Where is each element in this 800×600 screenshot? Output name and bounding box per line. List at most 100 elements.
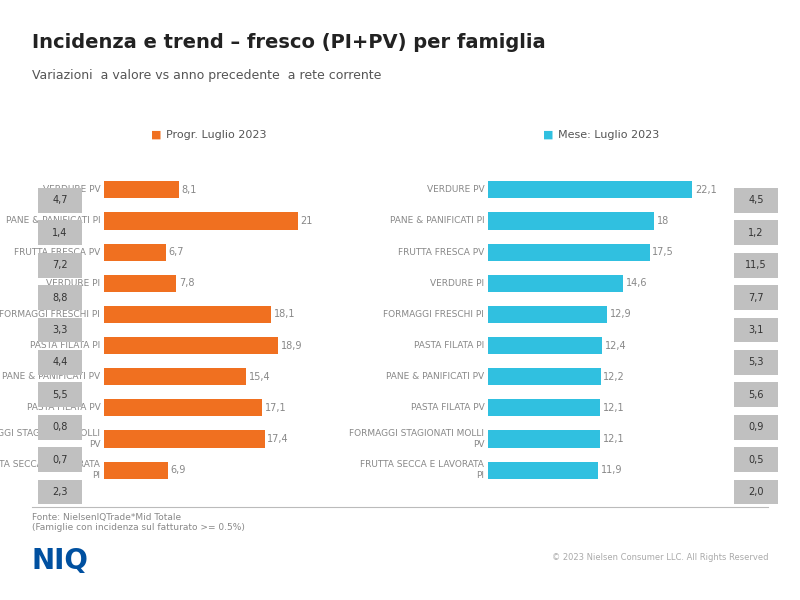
Text: 0,7: 0,7: [52, 455, 68, 464]
Text: © 2023 Nielsen Consumer LLC. All Rights Reserved: © 2023 Nielsen Consumer LLC. All Rights …: [551, 553, 768, 563]
Text: 17,1: 17,1: [265, 403, 286, 413]
Text: 14,6: 14,6: [626, 278, 647, 288]
Text: FRUTTA FRESCA PV: FRUTTA FRESCA PV: [398, 248, 484, 257]
Text: Variazioni  a valore vs anno precedente  a rete corrente: Variazioni a valore vs anno precedente a…: [32, 69, 382, 82]
Text: 4,4: 4,4: [52, 358, 68, 367]
FancyBboxPatch shape: [734, 285, 778, 310]
Text: 7,8: 7,8: [178, 278, 194, 288]
Bar: [104, 181, 178, 199]
Text: PANE & PANIFICATI PI: PANE & PANIFICATI PI: [6, 217, 100, 226]
Text: VERDURE PV: VERDURE PV: [426, 185, 484, 194]
Bar: [104, 337, 278, 354]
Text: 12,2: 12,2: [603, 372, 625, 382]
Text: NIQ: NIQ: [32, 547, 89, 575]
Text: 1,2: 1,2: [748, 228, 764, 238]
Text: Fonte: NielsenIQTrade*Mid Totale
(Famiglie con incidenza sul fatturato >= 0.5%): Fonte: NielsenIQTrade*Mid Totale (Famigl…: [32, 513, 245, 532]
Text: 7,7: 7,7: [748, 293, 764, 302]
Text: VERDURE PV: VERDURE PV: [42, 185, 100, 194]
FancyBboxPatch shape: [38, 285, 82, 310]
Text: 17,4: 17,4: [267, 434, 289, 444]
Bar: [488, 244, 650, 260]
FancyBboxPatch shape: [734, 479, 778, 505]
Text: 18: 18: [657, 216, 669, 226]
Text: 4,5: 4,5: [748, 196, 764, 205]
Bar: [488, 337, 602, 354]
Text: PANE & PANIFICATI PV: PANE & PANIFICATI PV: [2, 372, 100, 381]
FancyBboxPatch shape: [38, 479, 82, 505]
Bar: [104, 368, 246, 385]
Text: PANE & PANIFICATI PI: PANE & PANIFICATI PI: [390, 217, 484, 226]
Text: 3,3: 3,3: [52, 325, 68, 335]
Text: 17,5: 17,5: [652, 247, 674, 257]
Text: VERDURE PI: VERDURE PI: [430, 279, 484, 288]
Text: 2,3: 2,3: [52, 487, 68, 497]
Text: 21: 21: [301, 216, 313, 226]
Text: 8,1: 8,1: [182, 185, 197, 195]
Text: FORMAGGI FRESCHI PI: FORMAGGI FRESCHI PI: [383, 310, 484, 319]
Bar: [488, 461, 598, 479]
Text: FORMAGGI STAGIONATI MOLLI
PV: FORMAGGI STAGIONATI MOLLI PV: [350, 430, 484, 449]
FancyBboxPatch shape: [38, 415, 82, 440]
Text: ■: ■: [542, 130, 554, 140]
Text: 1,4: 1,4: [52, 228, 68, 238]
Text: 22,1: 22,1: [694, 185, 717, 195]
FancyBboxPatch shape: [38, 188, 82, 213]
Text: FRUTTA SECCA E LAVORATA
PI: FRUTTA SECCA E LAVORATA PI: [0, 460, 100, 480]
Text: 8,8: 8,8: [52, 293, 68, 302]
Bar: [104, 306, 271, 323]
Text: PASTA FILATA PV: PASTA FILATA PV: [410, 403, 484, 412]
Text: ■: ■: [150, 130, 162, 140]
Text: 12,9: 12,9: [610, 310, 631, 319]
Text: 3,1: 3,1: [748, 325, 764, 335]
Text: 0,5: 0,5: [748, 455, 764, 464]
Text: 5,6: 5,6: [748, 390, 764, 400]
FancyBboxPatch shape: [734, 447, 778, 472]
FancyBboxPatch shape: [734, 188, 778, 213]
Bar: [488, 275, 622, 292]
FancyBboxPatch shape: [734, 317, 778, 343]
Text: FORMAGGI STAGIONATI MOLLI
PV: FORMAGGI STAGIONATI MOLLI PV: [0, 430, 100, 449]
Bar: [488, 181, 692, 199]
Text: 18,9: 18,9: [282, 341, 302, 350]
Bar: [104, 430, 265, 448]
Text: 6,7: 6,7: [169, 247, 184, 257]
Text: Progr. Luglio 2023: Progr. Luglio 2023: [166, 130, 267, 140]
Text: 0,9: 0,9: [748, 422, 764, 432]
FancyBboxPatch shape: [734, 350, 778, 375]
Text: Mese: Luglio 2023: Mese: Luglio 2023: [558, 130, 660, 140]
Text: 12,4: 12,4: [606, 341, 627, 350]
FancyBboxPatch shape: [38, 253, 82, 278]
Bar: [104, 275, 176, 292]
Bar: [488, 400, 600, 416]
Text: 2,0: 2,0: [748, 487, 764, 497]
Text: 18,1: 18,1: [274, 310, 295, 319]
Text: FRUTTA FRESCA PV: FRUTTA FRESCA PV: [14, 248, 100, 257]
Text: 4,7: 4,7: [52, 196, 68, 205]
Text: 12,1: 12,1: [602, 434, 624, 444]
Bar: [104, 212, 298, 230]
Text: Incidenza e trend – fresco (PI+PV) per famiglia: Incidenza e trend – fresco (PI+PV) per f…: [32, 33, 546, 52]
Text: 15,4: 15,4: [249, 372, 270, 382]
Text: 6,9: 6,9: [170, 465, 186, 475]
FancyBboxPatch shape: [38, 317, 82, 343]
FancyBboxPatch shape: [734, 220, 778, 245]
FancyBboxPatch shape: [734, 382, 778, 407]
Text: 11,9: 11,9: [601, 465, 622, 475]
Text: FORMAGGI FRESCHI PI: FORMAGGI FRESCHI PI: [0, 310, 100, 319]
Text: 12,1: 12,1: [602, 403, 624, 413]
FancyBboxPatch shape: [734, 415, 778, 440]
Bar: [488, 306, 607, 323]
Text: PASTA FILATA PI: PASTA FILATA PI: [30, 341, 100, 350]
FancyBboxPatch shape: [38, 382, 82, 407]
Text: PASTA FILATA PI: PASTA FILATA PI: [414, 341, 484, 350]
Text: PASTA FILATA PV: PASTA FILATA PV: [26, 403, 100, 412]
Text: VERDURE PI: VERDURE PI: [46, 279, 100, 288]
Text: 5,3: 5,3: [748, 358, 764, 367]
Text: 0,8: 0,8: [52, 422, 68, 432]
Text: 11,5: 11,5: [745, 260, 767, 270]
Bar: [104, 461, 168, 479]
Text: FRUTTA SECCA E LAVORATA
PI: FRUTTA SECCA E LAVORATA PI: [361, 460, 484, 480]
FancyBboxPatch shape: [38, 220, 82, 245]
Bar: [488, 212, 654, 230]
Text: 7,2: 7,2: [52, 260, 68, 270]
